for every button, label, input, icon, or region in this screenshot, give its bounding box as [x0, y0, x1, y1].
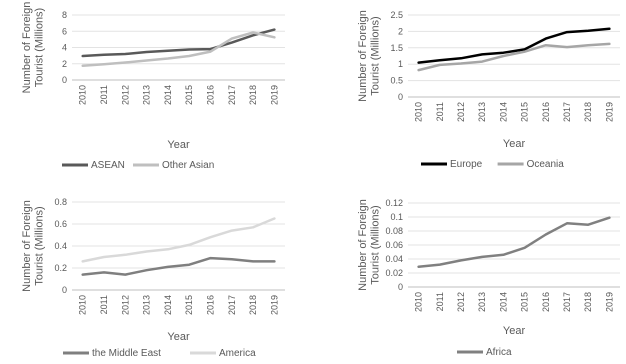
- legend-entry: Other Asian: [133, 160, 214, 171]
- y-tick-label: 2.5: [390, 10, 403, 20]
- y-tick-label: 0.4: [54, 241, 67, 251]
- y-tick-label: 1.5: [390, 43, 403, 53]
- y-tick-label: 0.1: [390, 212, 403, 222]
- legend-entry: America: [190, 348, 256, 359]
- series-line-asean: [81, 28, 276, 58]
- x-tick-label: 2018: [248, 85, 258, 105]
- x-tick-label: 2016: [541, 102, 551, 122]
- x-tick-label: 2013: [477, 292, 487, 312]
- y-tick-label: 0.8: [54, 197, 67, 207]
- x-tick-label: 2015: [520, 292, 530, 312]
- legend-entry: Oceania: [497, 159, 565, 170]
- x-tick-label: 2019: [604, 292, 614, 312]
- chart-panel-3: 0 0.2 0.4 0.6 0.8 2010 2011 2012 2013 2014 2015 201…: [21, 197, 285, 359]
- x-axis-title: Year: [503, 325, 526, 337]
- y-tick-label: 8: [62, 10, 67, 20]
- x-tick-label: 2019: [269, 85, 279, 105]
- x-tick-label: 2015: [184, 85, 194, 105]
- x-tick-label: 2013: [477, 102, 487, 122]
- x-axis-title: Year: [503, 138, 526, 150]
- chart-panel-2: 0 0.5 1 1.5 2 2.5 2010 2011 2012 2013 2014 2015 2016…: [357, 10, 620, 170]
- y-tick-label: 0: [398, 282, 403, 292]
- legend-label: America: [219, 348, 256, 359]
- x-tick-label: 2014: [498, 292, 508, 312]
- y-tick-label: 2: [398, 26, 403, 36]
- series-line-the-middle-east: [81, 256, 276, 276]
- x-tick-label: 2011: [99, 295, 109, 314]
- y-tick-label: 0.06: [385, 240, 403, 250]
- x-tick-label: 2018: [583, 292, 593, 312]
- x-tick-label: 2010: [414, 102, 424, 122]
- x-tick-label: 2017: [562, 292, 572, 312]
- x-tick-label: 2014: [163, 85, 173, 105]
- legend-label: Oceania: [527, 159, 565, 170]
- series-line-other-asian: [81, 31, 276, 68]
- legend-entry: the Middle East: [63, 348, 161, 359]
- x-tick-label: 2010: [414, 292, 424, 312]
- y-tick-label: 0: [62, 285, 67, 295]
- x-tick-label: 2019: [604, 102, 614, 122]
- x-tick-label: 2013: [142, 85, 152, 105]
- series-line-oceania: [417, 42, 611, 72]
- y-axis-title: Number of ForeignTourist (Millions): [21, 2, 46, 94]
- series-line-africa: [417, 216, 611, 268]
- y-tick-label: 4: [62, 43, 67, 53]
- x-axis-title: Year: [167, 331, 190, 343]
- legend-label: Africa: [486, 347, 512, 358]
- x-tick-label: 2016: [205, 85, 215, 105]
- x-tick-label: 2019: [269, 295, 279, 315]
- y-tick-label: 0.02: [385, 268, 403, 278]
- x-tick-label: 2011: [99, 85, 109, 104]
- x-tick-label: 2018: [583, 102, 593, 122]
- x-tick-label: 2016: [541, 292, 551, 312]
- series-line-america: [81, 217, 276, 263]
- x-tick-label: 2012: [120, 295, 130, 315]
- x-tick-label: 2018: [248, 295, 258, 315]
- x-tick-label: 2014: [498, 102, 508, 122]
- x-tick-label: 2012: [456, 102, 466, 122]
- x-tick-label: 2014: [163, 295, 173, 315]
- x-tick-label: 2016: [205, 295, 215, 315]
- y-tick-label: 0.6: [54, 219, 67, 229]
- legend-entry: Europe: [421, 159, 483, 170]
- y-tick-label: 6: [62, 26, 67, 36]
- x-tick-label: 2012: [120, 85, 130, 105]
- legend-label: Other Asian: [162, 160, 214, 171]
- x-tick-label: 2015: [184, 295, 194, 315]
- y-tick-label: 0: [62, 75, 67, 85]
- y-tick-label: 0.04: [385, 254, 403, 264]
- chart-panel-4: 0 0.02 0.04 0.06 0.08 0.1 0.12 2010 2011 2012 2013…: [357, 198, 620, 358]
- x-tick-label: 2011: [435, 102, 445, 121]
- x-tick-label: 2017: [562, 102, 572, 122]
- x-tick-label: 2012: [456, 292, 466, 312]
- chart-panel-1: 0 2 4 6 8 2010 2011 2012 2013 2014 2015 2016 2017 201…: [21, 2, 285, 171]
- x-tick-label: 2011: [435, 292, 445, 311]
- y-tick-label: 1: [398, 59, 403, 69]
- x-tick-label: 2010: [78, 85, 88, 105]
- x-tick-label: 2017: [227, 295, 237, 315]
- legend-entry: ASEAN: [62, 160, 125, 171]
- y-tick-label: 0: [398, 92, 403, 102]
- y-tick-label: 0.12: [385, 198, 403, 208]
- legend-label: Europe: [450, 159, 483, 170]
- y-axis-title: Number of ForeignTourist (Millions): [357, 199, 382, 291]
- x-tick-label: 2013: [142, 295, 152, 315]
- y-tick-label: 0.5: [390, 76, 403, 86]
- series-line-europe: [417, 27, 611, 64]
- legend-label: ASEAN: [91, 160, 125, 171]
- y-axis-title: Number of ForeignTourist (Millions): [21, 200, 46, 292]
- y-tick-label: 0.2: [54, 263, 67, 273]
- x-tick-label: 2017: [227, 85, 237, 105]
- legend-label: the Middle East: [92, 348, 161, 359]
- x-tick-label: 2010: [78, 295, 88, 315]
- x-tick-label: 2015: [520, 102, 530, 122]
- y-tick-label: 0.08: [385, 226, 403, 236]
- y-axis-title: Number of ForeignTourist (Millions): [357, 10, 382, 102]
- legend-entry: Africa: [457, 347, 512, 358]
- y-tick-label: 2: [62, 59, 67, 69]
- x-axis-title: Year: [167, 139, 190, 151]
